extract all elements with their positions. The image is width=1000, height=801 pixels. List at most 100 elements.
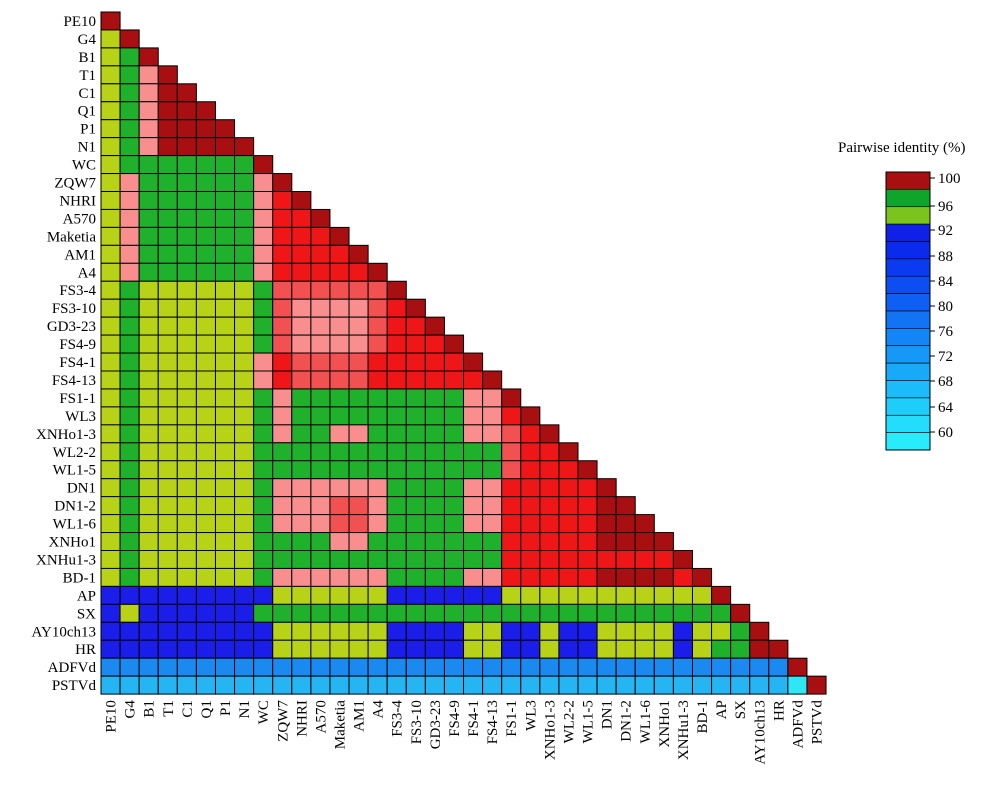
heatmap-cell <box>157 101 178 121</box>
heatmap-cell <box>272 603 293 623</box>
heatmap-cell <box>386 316 407 336</box>
heatmap-cell <box>405 550 426 569</box>
heatmap-cell <box>329 244 350 264</box>
row-label: SX <box>77 606 96 622</box>
heatmap-cell <box>348 262 369 282</box>
heatmap-cell <box>214 191 236 210</box>
heatmap-cell <box>329 226 350 246</box>
heatmap-cell <box>100 155 121 175</box>
heatmap-cell <box>195 603 216 623</box>
heatmap-cell <box>176 244 197 264</box>
heatmap-cell <box>138 334 159 354</box>
heatmap-cell <box>234 388 255 408</box>
row-label: WC <box>72 158 96 174</box>
heatmap-cell <box>329 532 350 551</box>
heatmap-cell <box>634 657 655 677</box>
heatmap-cell <box>501 514 522 534</box>
heatmap-cell <box>253 316 274 336</box>
heatmap-cell <box>138 191 159 210</box>
heatmap-cell <box>367 352 388 372</box>
heatmap-cell <box>329 460 350 480</box>
column-label: WL3 <box>523 700 539 731</box>
heatmap-cell <box>119 496 140 516</box>
heatmap-cell <box>157 442 178 462</box>
heatmap-cell <box>234 191 255 210</box>
heatmap-cell <box>310 424 331 444</box>
heatmap-cell <box>176 478 197 498</box>
heatmap-cell <box>100 621 121 641</box>
heatmap-cell <box>272 262 293 282</box>
heatmap-cell <box>539 532 560 551</box>
heatmap-cell <box>577 478 598 498</box>
heatmap-cell <box>100 370 121 390</box>
heatmap-cell <box>253 532 274 551</box>
heatmap-cell <box>176 675 197 695</box>
heatmap-cell <box>176 388 197 408</box>
heatmap-cell <box>329 388 350 408</box>
heatmap-cell <box>424 639 445 659</box>
heatmap-cell <box>405 460 426 480</box>
heatmap-cell <box>157 137 178 157</box>
column-label: ZQW7 <box>275 700 291 742</box>
legend-tick-label: 84 <box>938 274 954 290</box>
heatmap-cell <box>272 316 293 336</box>
heatmap-cell <box>138 639 159 659</box>
heatmap-cell <box>463 585 484 605</box>
heatmap-cell <box>176 316 197 336</box>
heatmap-cell <box>596 585 617 605</box>
legend-band <box>885 206 931 225</box>
heatmap-cell <box>348 424 369 444</box>
column-label: WC <box>256 700 272 724</box>
heatmap-cell <box>501 532 522 551</box>
heatmap-cell <box>272 370 293 390</box>
heatmap-cell <box>157 83 178 103</box>
row-label: XNHo1-3 <box>36 427 96 443</box>
legend-band <box>885 310 931 329</box>
heatmap-cell <box>405 388 426 408</box>
column-label: WL2-2 <box>561 700 577 743</box>
heatmap-cell <box>520 406 541 426</box>
heatmap-cell <box>157 532 178 551</box>
heatmap-cell <box>653 532 674 551</box>
heatmap-cell <box>424 442 445 462</box>
legend-band <box>885 380 931 399</box>
heatmap-cell <box>558 514 579 534</box>
row-label: PE10 <box>63 14 96 30</box>
heatmap-cell <box>272 657 293 677</box>
heatmap-cell <box>214 155 236 175</box>
heatmap-cell <box>272 442 293 462</box>
heatmap-cell <box>463 567 484 587</box>
heatmap-cell <box>291 675 312 695</box>
heatmap-cell <box>539 550 560 569</box>
legend-tick-label: 72 <box>938 349 953 365</box>
column-label: WL1-5 <box>581 700 597 743</box>
legend-tick-label: 80 <box>938 299 953 315</box>
heatmap-cell <box>596 621 617 641</box>
heatmap-cell <box>119 101 140 121</box>
heatmap-cell <box>253 155 274 175</box>
heatmap-cell <box>253 191 274 210</box>
heatmap-cell <box>634 675 655 695</box>
heatmap-cell <box>291 226 312 246</box>
heatmap-cell <box>329 496 350 516</box>
heatmap-cell <box>291 460 312 480</box>
heatmap-cell <box>272 280 293 300</box>
heatmap-cell <box>138 119 159 139</box>
heatmap-cell <box>424 585 445 605</box>
heatmap-cell <box>424 370 445 390</box>
heatmap-cell <box>501 621 522 641</box>
heatmap-cell <box>367 424 388 444</box>
heatmap-cell <box>424 352 445 372</box>
heatmap-cell <box>291 478 312 498</box>
heatmap-cell <box>558 532 579 551</box>
heatmap-cell <box>119 191 140 210</box>
heatmap-cell <box>234 603 255 623</box>
heatmap-cell <box>176 532 197 551</box>
heatmap-cell <box>157 478 178 498</box>
heatmap-cell <box>272 244 293 264</box>
heatmap-cell <box>329 675 350 695</box>
heatmap-cell <box>214 442 236 462</box>
heatmap-cell <box>310 603 331 623</box>
heatmap-cell <box>558 460 579 480</box>
heatmap-cell <box>234 370 255 390</box>
